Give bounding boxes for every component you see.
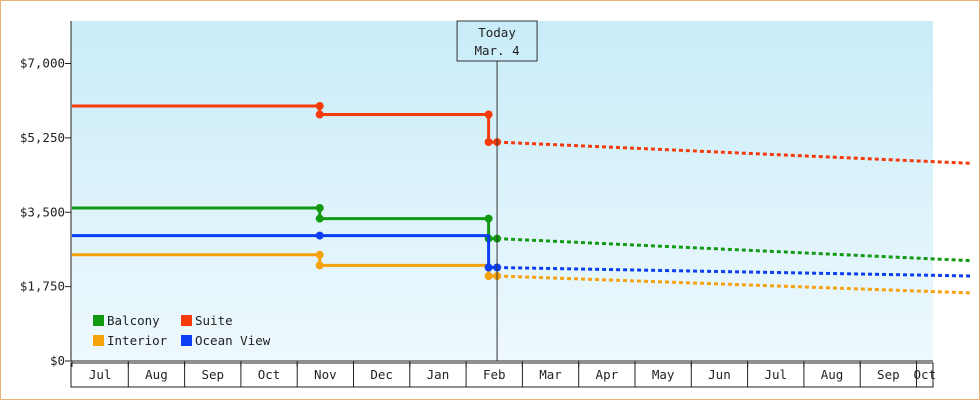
series-suite [72,102,973,165]
data-point [315,110,324,119]
x-tick-label: Nov [314,367,337,382]
legend-item: Suite [181,313,233,328]
x-tick-label: Sep [201,367,224,382]
data-point [315,102,324,110]
x-tick-label: May [652,367,675,382]
data-point [315,250,324,259]
legend-item: Ocean View [181,333,271,348]
series-line-forecast [497,140,973,165]
x-tick-label: Jun [708,367,731,382]
data-point [484,272,493,280]
legend-label: Suite [195,313,233,328]
x-tick-label: Feb [483,367,506,382]
legend-item: Balcony [93,313,160,328]
data-point [315,231,324,240]
data-point [484,263,493,272]
today-date: Mar. 4 [474,43,519,58]
data-point [315,214,324,223]
y-tick-label: $5,250 [20,130,65,145]
series-line-forecast [497,237,973,263]
legend-item: Interior [93,333,168,348]
legend-label: Balcony [107,313,160,328]
plot-area [71,21,933,361]
y-tick-label: $1,750 [20,279,65,294]
legend-label: Interior [107,333,168,348]
series-line-forecast [497,266,973,278]
x-tick-label: Jan [427,367,450,382]
data-point [484,110,493,119]
x-tick-label: Jul [89,367,112,382]
data-point [315,204,324,212]
x-tick-label: Jul [764,367,787,382]
x-tick-label: Aug [821,367,844,382]
data-point [484,214,493,223]
today-label: Today [478,25,516,40]
x-tick-label: Dec [370,367,393,382]
legend-label: Ocean View [195,333,271,348]
x-tick-label: Oct [913,367,936,382]
data-point [315,261,324,270]
x-tick-label: Apr [596,367,619,382]
legend-swatch [181,335,192,346]
data-point [484,138,493,147]
y-tick-label: $3,500 [20,204,65,219]
y-tick-label: $0 [50,353,65,368]
month-axis-band [70,362,934,388]
series-ocean-view [72,231,973,278]
legend-swatch [93,315,104,326]
x-tick-label: Mar [539,367,562,382]
series-interior [72,250,973,295]
today-box [456,20,538,62]
series-line-forecast [497,274,973,295]
legend-swatch [181,315,192,326]
legend-swatch [93,335,104,346]
x-tick-label: Sep [877,367,900,382]
x-tick-label: Oct [258,367,281,382]
y-tick-label: $7,000 [20,56,65,71]
x-tick-label: Aug [145,367,168,382]
